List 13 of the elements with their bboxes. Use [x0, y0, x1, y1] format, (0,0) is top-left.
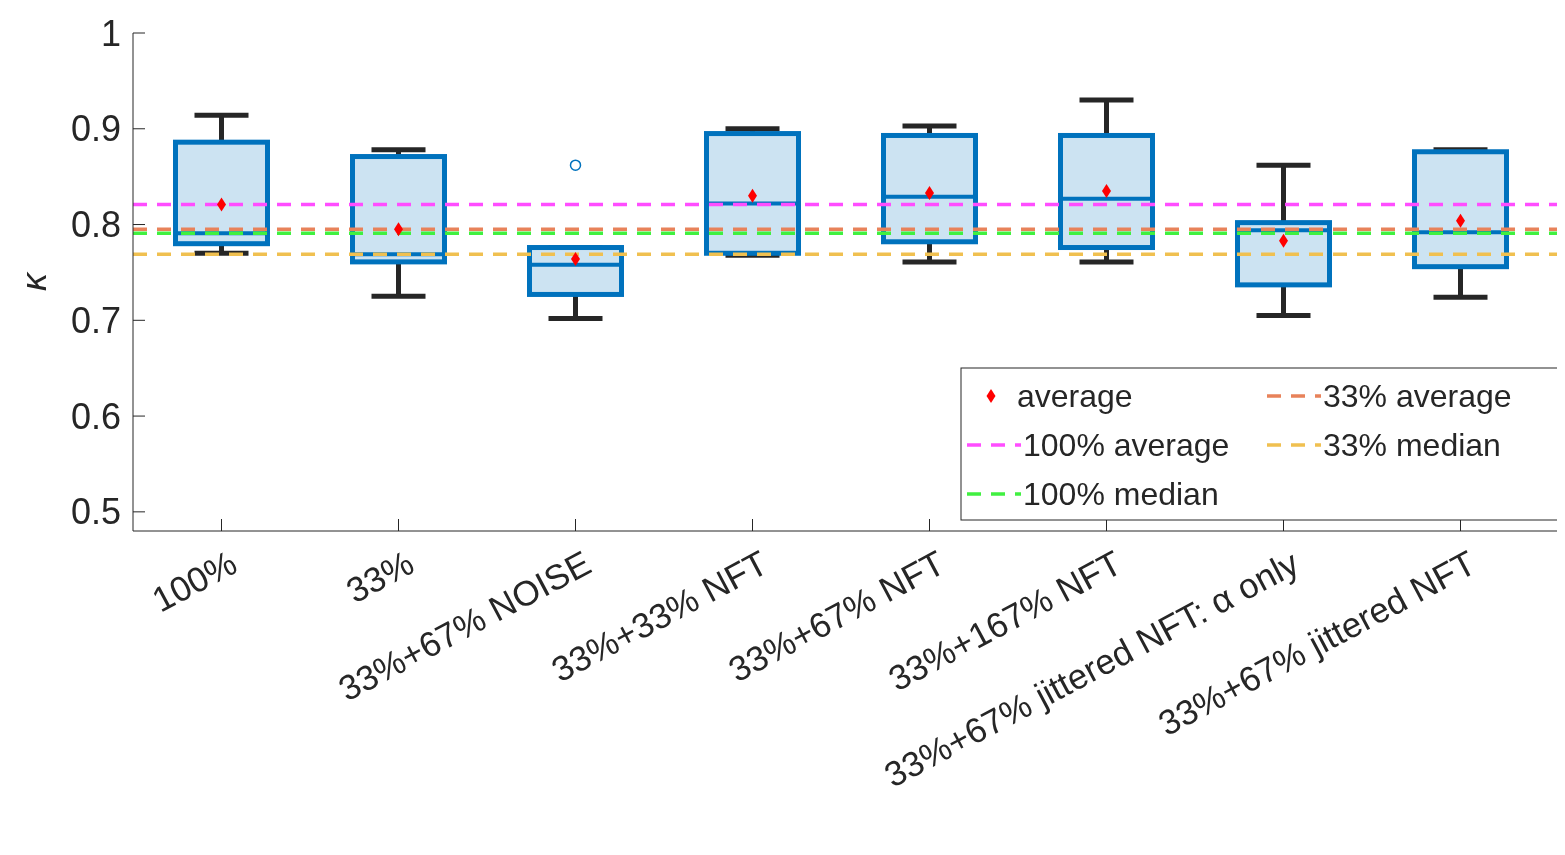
- legend-label: 33% median: [1323, 427, 1501, 464]
- x-tick-label: 33%: [339, 542, 420, 611]
- legend-label: 100% median: [1023, 476, 1219, 513]
- y-tick-label: 0.7: [70, 299, 121, 341]
- legend-label: average: [1017, 378, 1133, 415]
- y-tick-label: 1: [100, 12, 121, 54]
- legend-label: 33% average: [1323, 378, 1512, 415]
- y-axis-title: κ: [13, 271, 54, 291]
- y-tick-label: 0.5: [70, 491, 121, 533]
- y-tick-label: 0.6: [70, 395, 121, 437]
- y-tick-label: 0.8: [70, 204, 121, 246]
- legend-label: 100% average: [1023, 427, 1230, 464]
- y-tick-label: 0.9: [70, 108, 121, 150]
